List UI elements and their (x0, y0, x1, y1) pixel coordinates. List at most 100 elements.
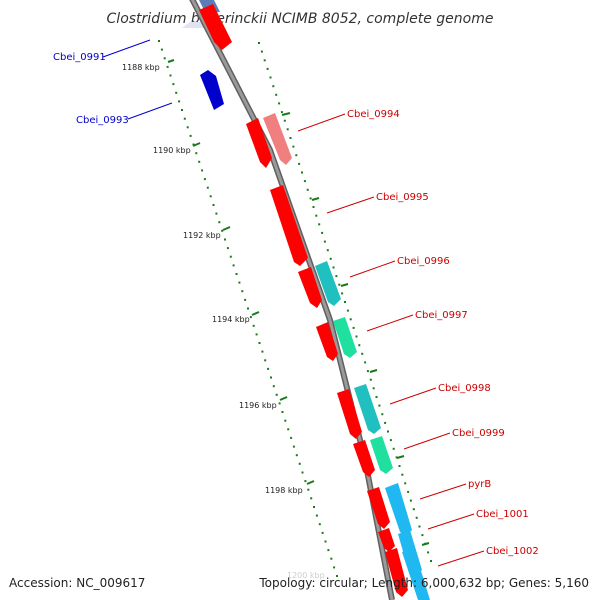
gene-arrow-cbei-0997b[interactable] (333, 317, 357, 358)
guide-dot (192, 143, 195, 146)
gene-label-cbei-0991[interactable]: Cbei_0991 (53, 52, 106, 63)
guide-dot (283, 119, 286, 122)
gene-arrow-cbei-0997a[interactable] (316, 322, 338, 361)
gene-label-cbei-0999[interactable]: Cbei_0999 (452, 428, 505, 439)
guide-dot (163, 57, 166, 60)
leader-line (366, 314, 414, 332)
gene-arrow-cbei-0993[interactable] (200, 70, 224, 110)
gene-label-cbei-0996[interactable]: Cbei_0996 (397, 256, 450, 267)
guide-dot (158, 40, 160, 42)
gene-label-cbei-1001[interactable]: Cbei_1001 (476, 509, 529, 520)
gene-arrow-cbei-1001[interactable] (378, 528, 395, 552)
leader-line (102, 39, 151, 58)
gene-arrow-cbei-0996b[interactable] (315, 261, 341, 306)
guide-dot (260, 50, 263, 53)
guide-dot (326, 249, 329, 252)
guide-dot (401, 473, 404, 476)
gene-arrow-cbei-0998b[interactable] (354, 384, 381, 434)
gene-arrow-pyrb-b[interactable] (385, 483, 412, 536)
gene-label-cbei-0997[interactable]: Cbei_0997 (415, 310, 468, 321)
gene-label-cbei-1002[interactable]: Cbei_1002 (486, 546, 539, 557)
guide-dot (392, 447, 395, 450)
tick (421, 542, 430, 546)
guide-dot (375, 396, 378, 398)
guide-dot (336, 575, 338, 577)
guide-dot (384, 421, 387, 424)
guide-dot (206, 186, 209, 189)
gene-label-cbei-0994[interactable]: Cbei_0994 (347, 109, 400, 120)
tick (396, 455, 405, 459)
guide-dot (369, 378, 372, 381)
guide-dot (160, 48, 163, 51)
guide-dot (301, 471, 304, 474)
guide-dot (275, 393, 278, 396)
guide-dot (224, 238, 226, 241)
gene-label-cbei-0998[interactable]: Cbei_0998 (438, 383, 491, 394)
tick (311, 197, 320, 201)
guide-dot (232, 264, 235, 267)
guide-dot (267, 367, 270, 370)
gene-arrow-cbei-0994b[interactable] (263, 113, 292, 165)
gene-label-pyrb[interactable]: pyrB (468, 479, 491, 490)
guide-dot (404, 482, 407, 485)
gene-arrow-cbei-0999a[interactable] (353, 440, 375, 477)
guide-dot (407, 490, 410, 493)
guide-dot (238, 281, 241, 284)
guide-dot (313, 506, 315, 508)
gene-arrow[interactable] (199, 4, 232, 50)
backbone (190, 0, 394, 600)
guide-dot (321, 531, 324, 534)
gene-arrow-pyrb[interactable] (367, 487, 390, 529)
guide-dot (281, 411, 284, 413)
guide-dot (189, 134, 192, 137)
leader-line (427, 513, 475, 530)
guide-dot (261, 350, 264, 353)
guide-dot (327, 549, 330, 552)
guide-dot (323, 240, 326, 243)
guide-dot (301, 171, 303, 174)
guide-dot (241, 290, 244, 293)
guide-dot (195, 152, 198, 155)
guide-dot (366, 370, 369, 373)
guide-dot (335, 275, 338, 278)
kbp-label: 1192 kbp (183, 231, 221, 240)
kbp-tick (222, 226, 231, 231)
guide-dot (244, 298, 247, 301)
guide-dot (275, 93, 278, 96)
guide-dot (409, 499, 412, 502)
gene-label-cbei-0993[interactable]: Cbei_0993 (76, 115, 129, 126)
kbp-label: 1190 kbp (153, 146, 191, 155)
gene-arrow-cbei-0998a[interactable] (337, 389, 362, 439)
guide-dot (381, 413, 384, 416)
guide-dot (341, 292, 344, 295)
kbp-label: 1196 kbp (239, 401, 277, 410)
guide-dot (315, 214, 318, 217)
guide-dot (333, 566, 336, 569)
guide-dot (258, 42, 260, 44)
guide-dot (318, 223, 321, 226)
gene-labels: Cbei_0991 Cbei_0993 Cbei_0994 Cbei_0995 … (53, 52, 539, 557)
genome-summary-text: Topology: circular; Length: 6,000,632 bp… (258, 576, 589, 590)
guide-dot (247, 307, 249, 310)
guide-dot (203, 178, 206, 181)
outer-ticks (281, 112, 430, 546)
backbone-shadow (189, 0, 395, 600)
gene-arrow-cbei-1002a[interactable] (385, 548, 408, 597)
guide-dot (352, 326, 355, 329)
kbp-tick (306, 480, 315, 485)
gene-label-cbei-0995[interactable]: Cbei_0995 (376, 192, 429, 203)
guide-dot (215, 212, 218, 215)
guide-dot (266, 67, 269, 70)
gene-arrow-cbei-0996a[interactable] (298, 267, 322, 308)
gene-arrow-cbei-0995[interactable] (270, 185, 308, 266)
label-leaders (102, 39, 485, 567)
guide-dot (169, 74, 172, 77)
guide-dot (278, 402, 281, 405)
gene-arrow-cbei-1002b[interactable] (402, 548, 430, 600)
tick (340, 283, 349, 287)
guide-dot (364, 361, 367, 364)
accession-text: Accession: NC_009617 (9, 576, 145, 590)
gene-arrow-cbei-0999b[interactable] (370, 436, 393, 474)
gene-arrow-cbei-0994a[interactable] (246, 118, 272, 168)
reverse-genes (199, 4, 232, 110)
